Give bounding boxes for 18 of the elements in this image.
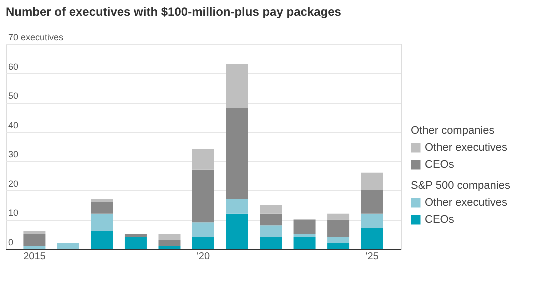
text: S&P 500 companies [411, 180, 511, 192]
legend-label: Other executives [425, 197, 508, 209]
x-tick-label: 2015 [24, 252, 46, 262]
y-tick-label: 0 [8, 238, 14, 248]
y-tick-label: 40 [8, 120, 19, 130]
legend-label: CEOs [425, 214, 455, 226]
y-tick-label: 70 executives [8, 32, 64, 42]
y-tick-label: 30 [8, 150, 19, 160]
y-tick-label: 60 [8, 62, 19, 72]
chart-title: Number of executives with $100-million-plus pay packages [6, 5, 342, 19]
x-tick-label: '20 [196, 252, 210, 262]
text: Other companies [411, 125, 496, 137]
y-tick-label: 50 [8, 91, 19, 102]
y-tick-label: 10 [8, 208, 19, 218]
legend-label: CEOs [425, 159, 455, 171]
legend-label: Other executives [425, 142, 508, 154]
x-tick-label: '25 [366, 252, 380, 262]
y-tick-label: 20 [8, 178, 19, 189]
